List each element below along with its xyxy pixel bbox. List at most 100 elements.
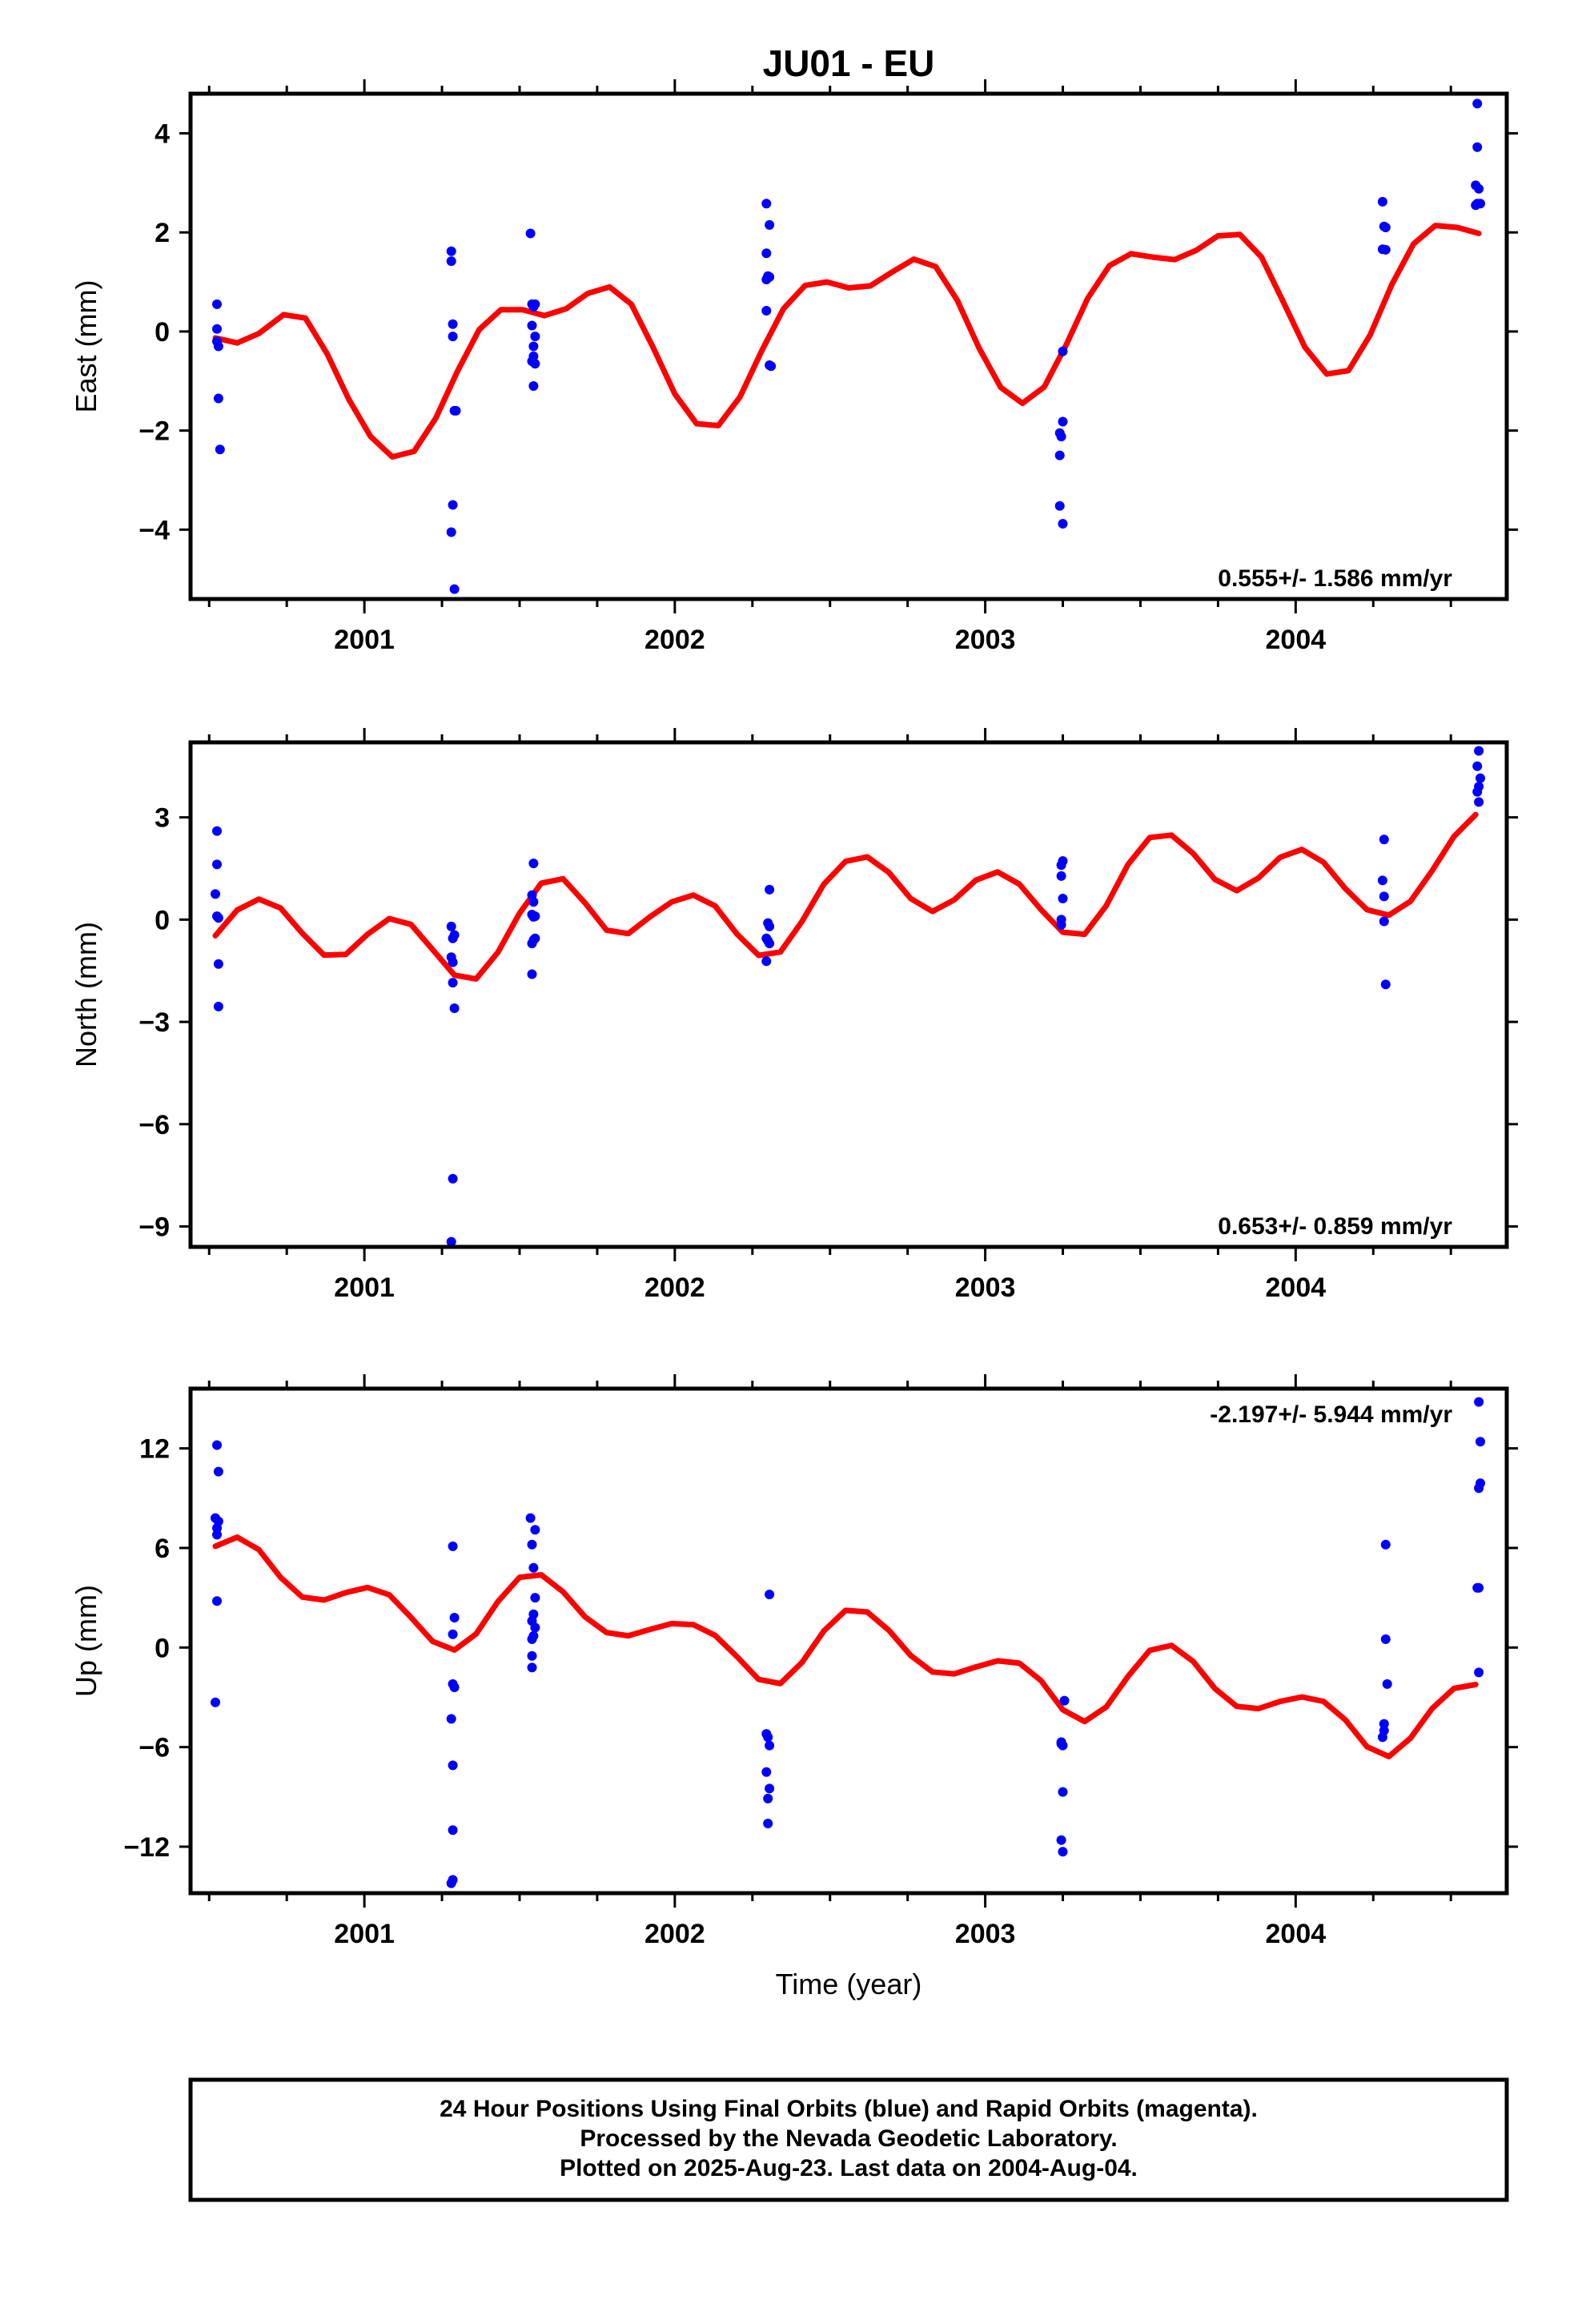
footer-line-3: Plotted on 2025-Aug-23. Last data on 200… <box>560 2155 1138 2181</box>
up-ytick-label: −6 <box>139 1733 170 1763</box>
north-ytick-label: 0 <box>155 905 170 935</box>
north-data-point <box>1472 786 1483 797</box>
north-data-point <box>765 939 775 949</box>
north-data-point <box>1056 919 1066 930</box>
up-frame <box>188 1386 1509 1896</box>
north-data-point <box>212 826 222 836</box>
east-data <box>212 99 1485 594</box>
north-data-point <box>211 889 220 899</box>
up-data-point <box>1379 1719 1389 1729</box>
up-y-axis-label: Up (mm) <box>70 1585 102 1697</box>
up-data <box>211 1397 1485 1888</box>
north-xtick-label: 2004 <box>1266 1273 1327 1303</box>
up-data-point <box>1058 1847 1068 1857</box>
up-data-point <box>449 1683 460 1692</box>
up-data-point <box>1472 1582 1483 1593</box>
up-data-point <box>1474 1397 1484 1407</box>
east-xtick-label: 2004 <box>1266 625 1327 655</box>
up-data-point <box>1056 1835 1066 1845</box>
north-data <box>211 746 1485 1247</box>
east-data-point <box>1058 346 1068 356</box>
east-data-point <box>212 324 222 334</box>
east-data-point <box>1472 99 1483 109</box>
footer-frame <box>188 2077 1509 2202</box>
east-data-point <box>766 361 777 372</box>
up-ytick-label: 6 <box>155 1534 170 1564</box>
up-rate-label: -2.197+/- 5.944 mm/yr <box>1210 1401 1452 1428</box>
north-data-point <box>1476 773 1485 783</box>
east-data-point <box>446 256 456 267</box>
up-data-point <box>1058 1787 1068 1797</box>
up-data-point <box>530 1525 540 1535</box>
up-data-point <box>449 1613 460 1622</box>
north-data-point <box>1377 875 1387 886</box>
north-data-point <box>1379 891 1389 902</box>
north-data-point <box>761 956 772 967</box>
north-data-point <box>527 969 537 979</box>
east-data-point <box>446 527 456 537</box>
north-ytick-label: −6 <box>139 1110 170 1140</box>
up-data-point <box>527 1663 537 1673</box>
up-data-point <box>1382 1679 1392 1689</box>
east-data-point <box>1474 183 1484 194</box>
north-data-point <box>1056 860 1066 870</box>
east-data-point <box>213 341 223 352</box>
east-data-point <box>525 228 536 239</box>
up-model-curve <box>212 1534 1479 1759</box>
north-model-curve <box>212 811 1479 982</box>
up-data-point <box>448 1760 458 1771</box>
east-data-point <box>1054 450 1065 460</box>
up-xtick-label: 2004 <box>1266 1919 1327 1949</box>
east-data-point <box>530 332 540 342</box>
north-data-point <box>765 921 775 931</box>
north-data-point <box>448 933 458 943</box>
chart-title: JU01 - EU <box>763 42 935 84</box>
east-data-point <box>765 219 775 230</box>
up-data-point <box>527 1651 537 1661</box>
north-y-axis-label: North (mm) <box>70 922 102 1068</box>
east-xtick-label: 2003 <box>955 625 1016 655</box>
footer-line-1: 24 Hour Positions Using Final Orbits (bl… <box>440 2096 1258 2122</box>
north-xtick-label: 2003 <box>955 1273 1016 1303</box>
north-data-point <box>528 911 539 922</box>
up-data-point <box>1056 1739 1066 1749</box>
east-data-point <box>215 444 225 455</box>
east-data-point <box>1058 519 1068 529</box>
east-data-point <box>530 359 540 369</box>
north-panel: −9 −6 −3 0 3 2001 2002 2003 2004 North (mm) 0.653+… <box>70 728 1518 1303</box>
up-data-point <box>1476 1437 1485 1447</box>
north-ytick-label: −3 <box>139 1007 170 1038</box>
east-data-point <box>451 405 461 416</box>
up-data-point <box>530 1622 540 1633</box>
north-data-point <box>446 921 456 931</box>
up-data-point <box>212 1440 222 1450</box>
north-data-point <box>528 897 539 907</box>
east-xtick-label: 2002 <box>644 625 705 655</box>
east-rate-label: 0.555+/- 1.586 mm/yr <box>1218 565 1452 592</box>
east-y-axis-label: East (mm) <box>70 280 102 413</box>
east-panel: −4 −2 0 2 4 2001 2002 2003 2004 East (mm) 0.555+/-… <box>70 79 1518 655</box>
footer-line-2: Processed by the Nevada Geodetic Laborat… <box>580 2125 1117 2152</box>
up-data-point <box>446 1714 456 1724</box>
up-data-point <box>1377 1732 1387 1743</box>
up-data-point <box>1474 1667 1484 1678</box>
north-data-point <box>1474 746 1484 756</box>
east-data-point <box>1472 142 1483 152</box>
up-data-point <box>213 1466 223 1477</box>
east-ytick-label: −4 <box>139 515 170 545</box>
east-ytick-label: 4 <box>155 119 170 149</box>
north-data-point <box>213 959 223 969</box>
north-data-point <box>765 884 775 895</box>
north-data-point <box>1056 870 1066 881</box>
up-data-point <box>212 1523 222 1534</box>
up-data-point <box>761 1767 772 1777</box>
north-frame <box>188 740 1509 1249</box>
north-xtick-label: 2001 <box>334 1273 395 1303</box>
east-data-point <box>761 306 772 316</box>
north-ytick-label: −9 <box>139 1212 170 1242</box>
up-data-point <box>448 1629 458 1639</box>
north-data-point <box>1474 797 1484 807</box>
up-data-point <box>763 1793 773 1803</box>
up-data-point <box>448 1825 458 1835</box>
north-data-point <box>448 957 458 967</box>
